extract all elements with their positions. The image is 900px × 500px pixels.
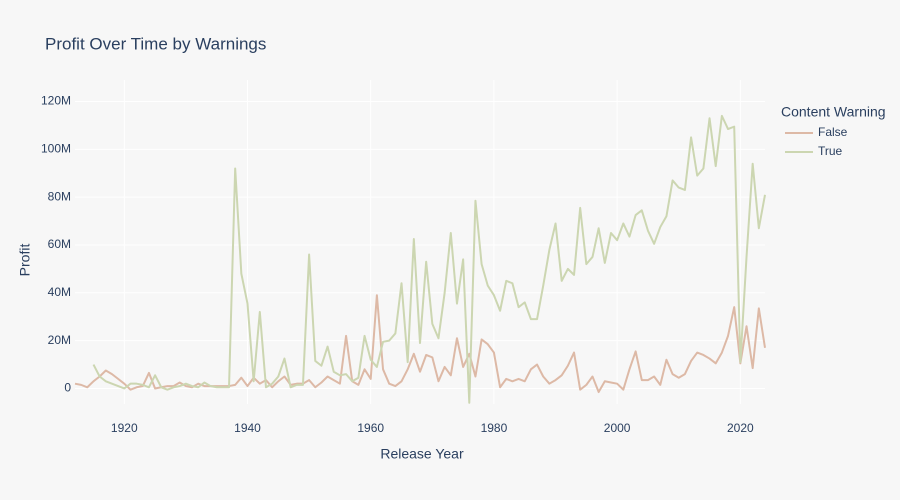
y-tick-label: 60M bbox=[48, 237, 71, 251]
x-tick-label: 1940 bbox=[234, 421, 261, 435]
y-axis-title: Profit bbox=[17, 244, 33, 277]
legend-label[interactable]: True bbox=[818, 144, 843, 158]
y-tick-label: 100M bbox=[41, 142, 71, 156]
y-tick-label: 0 bbox=[64, 381, 71, 395]
chart-title: Profit Over Time by Warnings bbox=[45, 34, 266, 53]
line-series bbox=[92, 114, 766, 404]
x-tick-label: 1960 bbox=[357, 421, 384, 435]
x-tick-label: 1920 bbox=[111, 421, 138, 435]
legend-label[interactable]: False bbox=[818, 125, 848, 139]
x-axis-title: Release Year bbox=[380, 446, 464, 462]
x-tick-label: 2020 bbox=[727, 421, 754, 435]
x-tick-label: 2000 bbox=[604, 421, 631, 435]
y-tick-label: 20M bbox=[48, 333, 71, 347]
y-tick-label: 40M bbox=[48, 285, 71, 299]
legend-title: Content Warning bbox=[781, 104, 886, 120]
y-tick-label: 80M bbox=[48, 189, 71, 203]
line-series bbox=[74, 294, 766, 394]
x-tick-label: 1980 bbox=[481, 421, 508, 435]
y-tick-label: 120M bbox=[41, 94, 71, 108]
